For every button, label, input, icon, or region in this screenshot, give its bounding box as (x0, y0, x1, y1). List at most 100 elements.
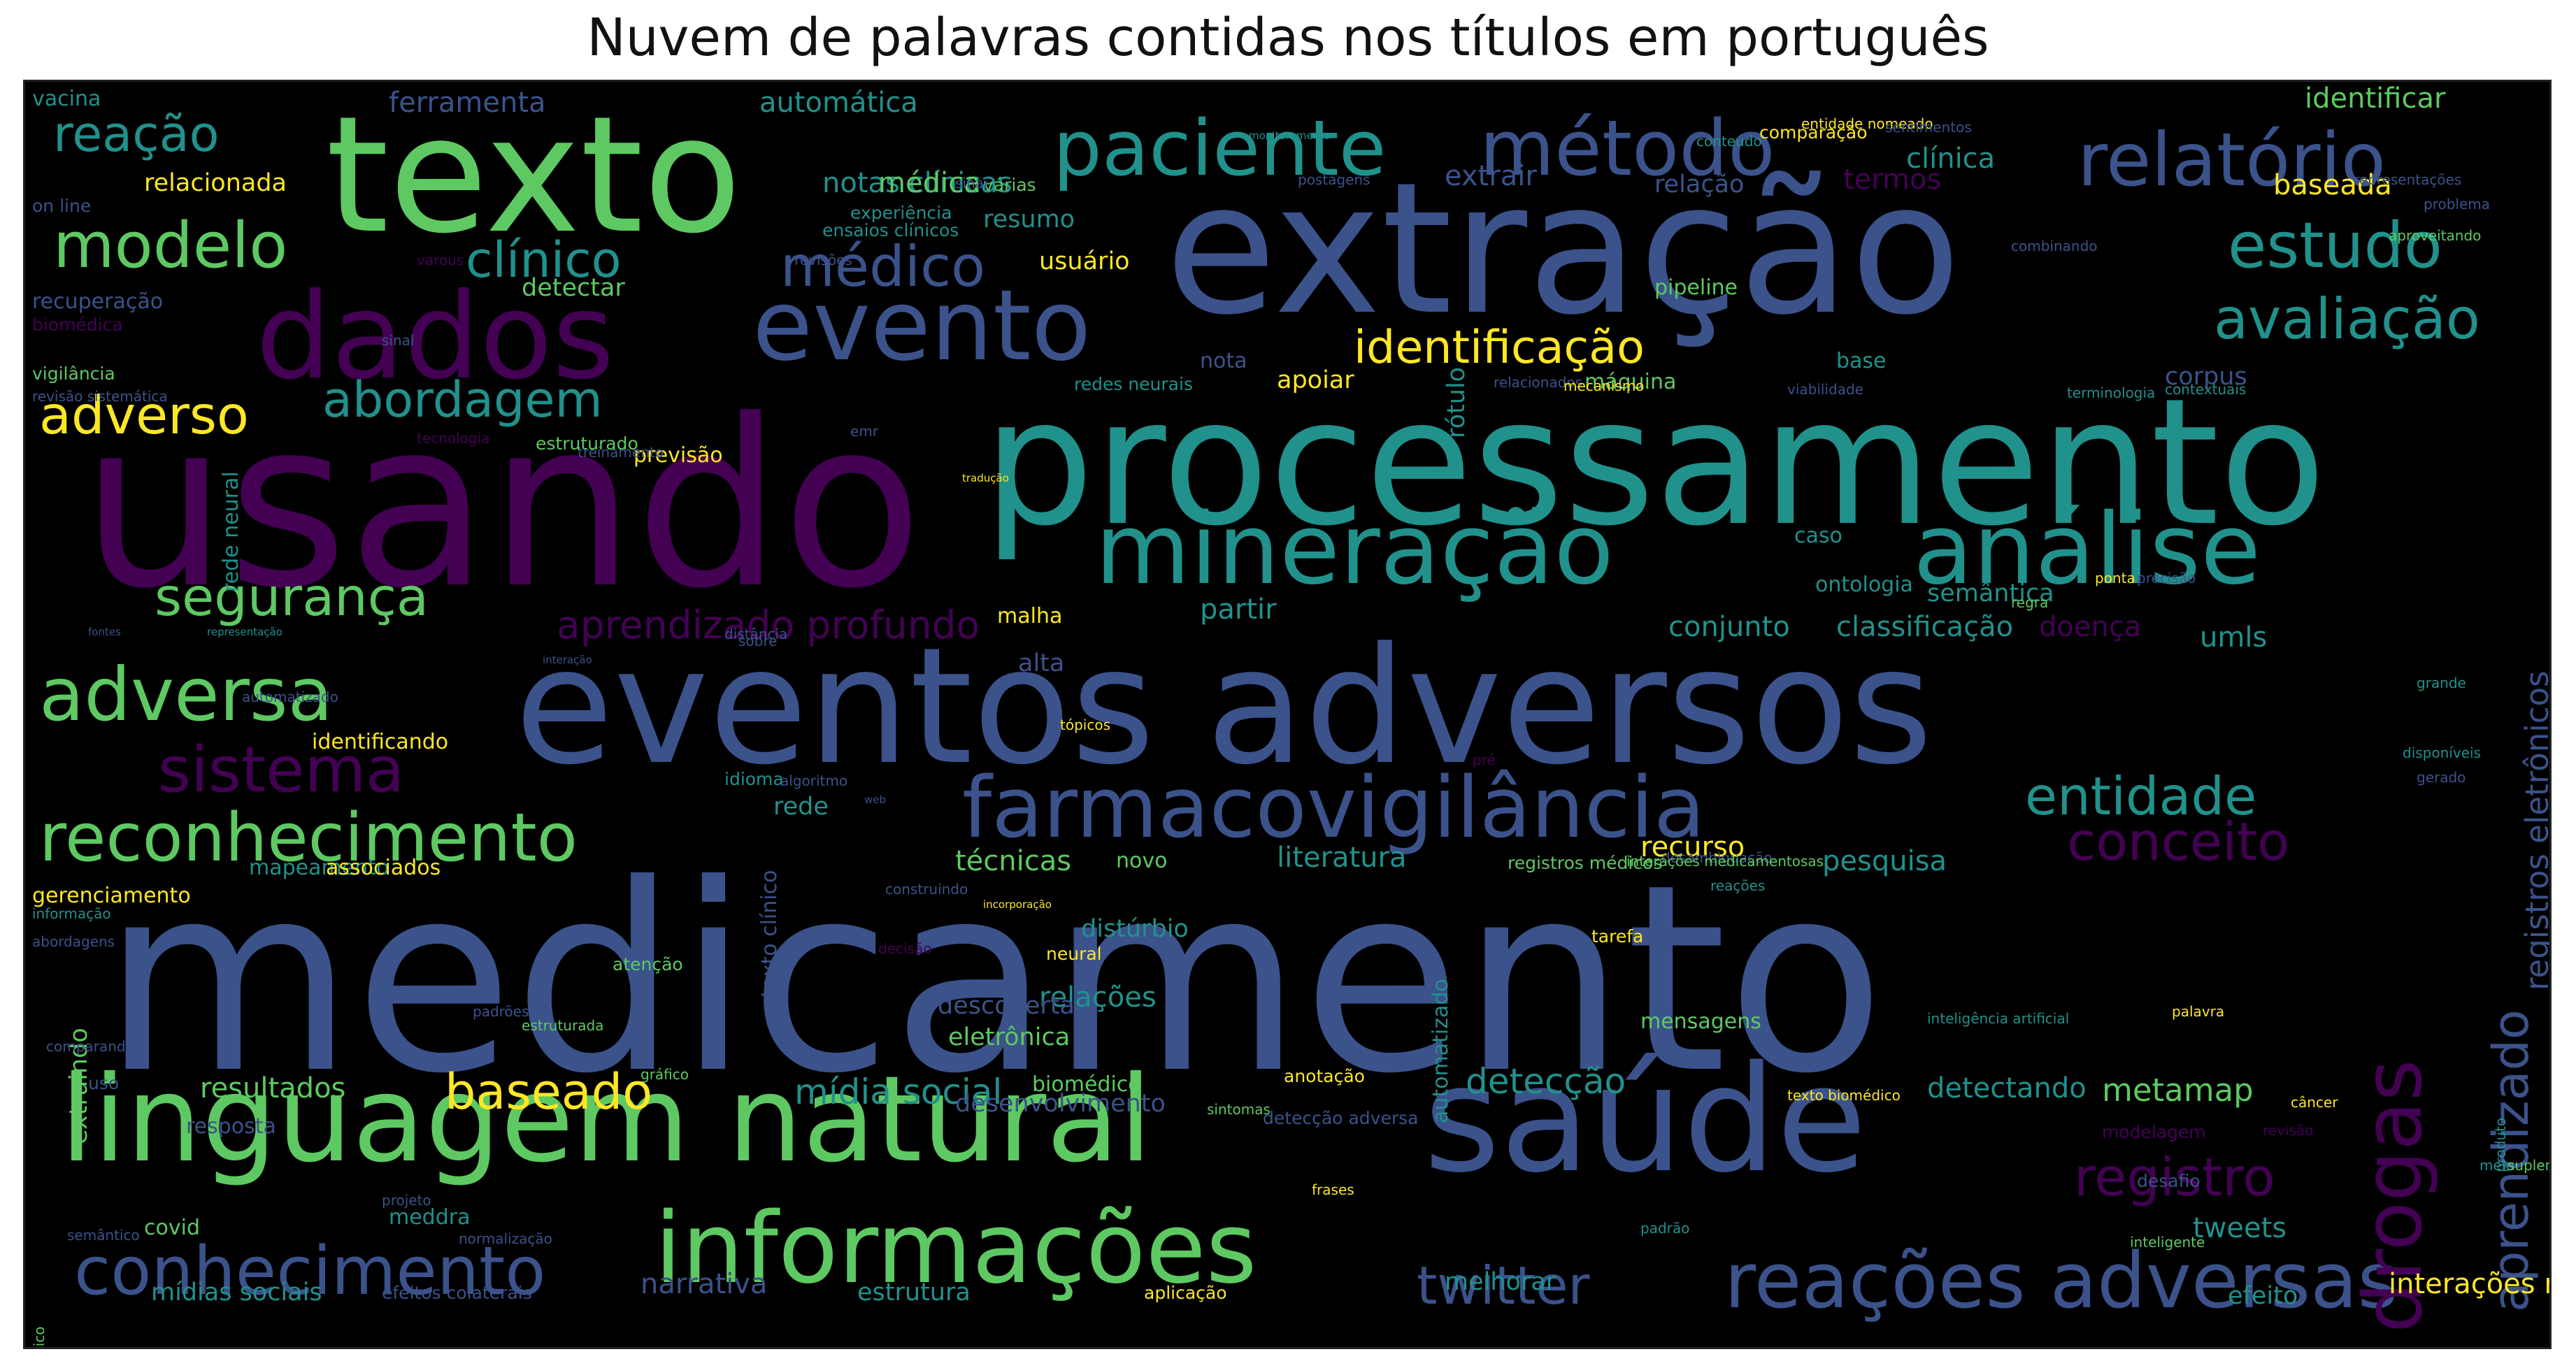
cloud-word: estudo (2228, 209, 2442, 282)
cloud-word: baseado (445, 1063, 653, 1121)
cloud-word: recurso (1640, 831, 1745, 863)
cloud-word: adverso (39, 384, 249, 446)
cloud-word: relacionados (1494, 374, 1582, 391)
cloud-word: revisão sistemática (32, 388, 168, 405)
cloud-word: reações adversas (1724, 1236, 2398, 1325)
cloud-word: recuperação (32, 289, 164, 314)
cloud-word: identificação (1354, 322, 1645, 374)
word-cloud: medicamento usando processamento extração ev… (23, 80, 2552, 1349)
cloud-word: saúde (1424, 1034, 1867, 1205)
cloud-word: clínica (1906, 143, 1996, 175)
cloud-word: avaliação (2214, 287, 2480, 352)
cloud-word: web (864, 793, 887, 806)
cloud-word: palavra (2172, 1003, 2225, 1020)
cloud-word: precisão (2137, 570, 2196, 586)
cloud-word: farmacovigilância (962, 760, 1705, 857)
cloud-word: doença (2039, 611, 2142, 643)
cloud-word: terminologia (2067, 384, 2156, 401)
cloud-word: registro (2074, 1146, 2275, 1208)
cloud-word: sintomas (1207, 1101, 1271, 1118)
cloud-word: eventos adversos (515, 614, 1933, 800)
cloud-word: corpus (2165, 363, 2247, 391)
cloud-word: melhorar (1445, 1268, 1557, 1296)
cloud-word: revisão (2263, 1122, 2314, 1139)
cloud-word: meddra (389, 1205, 471, 1230)
cloud-word: aproveitando (2389, 227, 2482, 244)
cloud-word: semântico (67, 1227, 140, 1244)
cloud-word: experiência (850, 203, 952, 223)
cloud-word: resposta (186, 1114, 276, 1139)
cloud-word: pré (1473, 751, 1496, 768)
cloud-word: on line (32, 196, 92, 216)
cloud-word: inteligente (2130, 1234, 2205, 1251)
cloud-word: abordagens (32, 933, 115, 950)
cloud-word: mapeamento (249, 856, 389, 880)
cloud-word: relações (1039, 981, 1157, 1014)
cloud-word: classificação (1836, 611, 2014, 643)
cloud-word: automática (759, 87, 918, 119)
cloud-word: redes neurais (1074, 374, 1193, 394)
cloud-word: base (1836, 349, 1887, 373)
cloud-word: dados (256, 268, 615, 406)
cloud-word: tópicos (1060, 717, 1110, 733)
cloud-word: rede neural (219, 471, 243, 592)
cloud-word: conteúdo (1696, 133, 1762, 150)
cloud-word: texto clínico (757, 870, 782, 998)
cloud-word: relacionada (144, 169, 287, 197)
cloud-word: incorporação (983, 898, 1052, 911)
cloud-word: ontologia (1815, 573, 1913, 597)
cloud-word: rede (773, 793, 829, 821)
cloud-word: viabilidade (1787, 381, 1863, 398)
cloud-word: umls (2200, 621, 2268, 654)
cloud-word: tweets (2193, 1212, 2287, 1244)
cloud-word: previsão (634, 443, 723, 468)
cloud-word: entidade (2025, 765, 2257, 827)
cloud-word: atenção (613, 954, 683, 974)
cloud-word: informações (654, 1192, 1257, 1306)
cloud-word: várias (983, 175, 1036, 195)
cloud-word: vigilância (32, 363, 115, 384)
cloud-word: aplicação (1144, 1283, 1227, 1303)
cloud-word: relatório (2077, 117, 2386, 203)
cloud-word: texto (326, 82, 742, 269)
cloud-word: termos (1843, 164, 1942, 196)
cloud-word: entidade nomeado (1801, 115, 1933, 132)
cloud-word: alta (1018, 649, 1065, 677)
cloud-word: conhecimento (74, 1233, 546, 1310)
cloud-word: detectar (522, 274, 625, 302)
cloud-word: comparação (1759, 122, 1868, 143)
cloud-word: contextuais (2165, 381, 2247, 398)
cloud-word: método (1480, 103, 1775, 193)
cloud-word: sinai (955, 175, 988, 192)
cloud-word: associados (326, 856, 441, 880)
cloud-word: interação (543, 654, 592, 666)
cloud-word: combinando (2011, 238, 2098, 254)
cloud-word: tarefa (1591, 926, 1644, 946)
cloud-word: estrutura (857, 1279, 971, 1306)
cloud-word: ferramenta (389, 87, 546, 119)
cloud-word: distúrbio (1081, 915, 1189, 943)
cloud-word: partir (1200, 593, 1277, 626)
cloud-word: aprendizado profundo (557, 603, 980, 647)
cloud-word: detectando (1927, 1072, 2087, 1104)
cloud-word: relação (1654, 171, 1745, 199)
cloud-word: literatura (1277, 842, 1407, 874)
cloud-word: anotação (1284, 1066, 1365, 1086)
cloud-word: extração (1165, 144, 1961, 355)
cloud-word: ponta (2095, 570, 2135, 586)
cloud-word: projeto (382, 1192, 431, 1209)
cloud-word: varous (417, 252, 464, 268)
cloud-word: disponíveis (2403, 744, 2481, 761)
cloud-word: tecnologia (417, 430, 490, 447)
cloud-word: texto biomédico (1787, 1087, 1901, 1104)
cloud-word: gerenciamento (32, 884, 191, 908)
chart-title: Nuvem de palavras contidas nos títulos e… (587, 8, 1989, 68)
cloud-word: eletrônica (948, 1023, 1071, 1051)
cloud-word: paciente (1053, 103, 1387, 193)
cloud-word: descoberta (938, 992, 1075, 1020)
cloud-word: médica (878, 167, 981, 199)
cloud-word: normalização (459, 1230, 552, 1247)
cloud-word: segurança (155, 566, 429, 628)
cloud-word: tradução (962, 472, 1009, 484)
cloud-word: registros eletrônicos (2519, 670, 2552, 991)
